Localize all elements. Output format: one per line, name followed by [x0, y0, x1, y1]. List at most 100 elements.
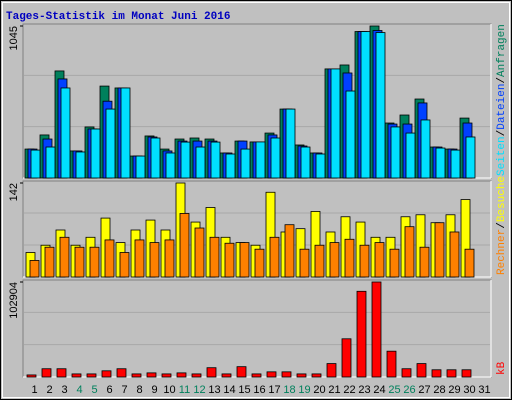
bar: [41, 368, 52, 378]
bar: [255, 141, 266, 179]
bar: [329, 242, 340, 278]
bar: [284, 224, 295, 278]
bar: [450, 149, 461, 179]
x-tick-label: 5: [91, 384, 97, 396]
legend-entry: Dateien: [496, 84, 508, 130]
bar: [446, 369, 457, 378]
bar: [131, 373, 142, 378]
bar: [194, 227, 205, 278]
bar: [374, 242, 385, 278]
x-tick-label: 16: [253, 384, 265, 396]
bar: [135, 155, 146, 179]
bar: [239, 242, 250, 278]
bar: [404, 226, 415, 278]
legend-separator: /: [496, 222, 508, 229]
x-tick-label: 30: [463, 384, 475, 396]
bar: [105, 108, 116, 179]
x-tick-label: 8: [136, 384, 142, 396]
bar: [240, 148, 251, 179]
bar: [86, 373, 97, 378]
bar: [401, 368, 412, 378]
x-tick-label: 29: [448, 384, 460, 396]
bar: [314, 244, 325, 278]
x-tick-label: 12: [193, 384, 205, 396]
bar: [29, 260, 40, 278]
bar: [44, 246, 55, 278]
bar: [161, 373, 172, 378]
bar: [179, 213, 190, 278]
legend: kB: [496, 361, 508, 375]
bar: [101, 370, 112, 378]
bar: [206, 367, 217, 378]
y-tick-label: 142: [8, 183, 20, 201]
x-tick-label: 1: [31, 384, 37, 396]
x-tick-label: 27: [418, 384, 430, 396]
x-tick-label: 6: [106, 384, 112, 396]
bar: [461, 369, 472, 378]
bar: [251, 373, 262, 378]
legend-separator: /: [496, 77, 508, 84]
bar: [281, 371, 292, 378]
bar: [60, 87, 71, 179]
bar: [431, 369, 442, 378]
legend-entry: Rechner: [496, 229, 508, 275]
bar: [435, 147, 446, 179]
x-tick-label: 19: [298, 384, 310, 396]
bar: [210, 141, 221, 179]
bar: [209, 236, 220, 278]
bar: [375, 32, 386, 179]
bar: [296, 373, 307, 378]
bar: [26, 374, 37, 378]
legend-entry: kB: [496, 361, 508, 375]
bar: [89, 246, 100, 278]
bar: [419, 246, 430, 278]
bar: [165, 152, 176, 179]
bar: [164, 239, 175, 278]
bar: [90, 128, 101, 179]
bar: [416, 363, 427, 378]
bar: [386, 350, 397, 378]
legend-entry: Besuche: [496, 176, 508, 222]
x-tick-label: 28: [433, 384, 445, 396]
bar: [30, 149, 41, 179]
bar: [225, 153, 236, 179]
y-tick-label: 102904: [8, 282, 20, 319]
bar: [359, 244, 370, 278]
legend-entry: Seiten: [496, 136, 508, 176]
x-tick-label: 24: [373, 384, 385, 396]
bar: [266, 371, 277, 378]
bar: [191, 373, 202, 378]
bar: [74, 246, 85, 278]
bar: [315, 153, 326, 179]
x-tick-label: 15: [238, 384, 250, 396]
legend-entry: Anfragen: [496, 24, 508, 77]
bar: [149, 242, 160, 278]
x-tick-label: 3: [61, 384, 67, 396]
bar: [371, 281, 382, 378]
x-tick-label: 18: [283, 384, 295, 396]
x-tick-label: 25: [388, 384, 400, 396]
y-tick-label: 1045: [8, 26, 20, 50]
legend: Rechner/Besuche: [496, 176, 508, 275]
bar: [116, 368, 127, 378]
panel: [22, 279, 492, 378]
x-tick-label: 7: [121, 384, 127, 396]
bar: [270, 137, 281, 179]
bar: [221, 373, 232, 378]
bar: [300, 146, 311, 179]
bar: [299, 248, 310, 278]
bar: [134, 239, 145, 278]
bar: [449, 231, 460, 278]
x-tick-label: 22: [343, 384, 355, 396]
bar: [176, 372, 187, 378]
bar: [59, 236, 70, 278]
bar: [420, 119, 431, 179]
bar: [326, 363, 337, 378]
bar: [254, 248, 265, 278]
x-tick-label: 23: [358, 384, 370, 396]
x-tick-label: 14: [223, 384, 235, 396]
bar: [195, 146, 206, 179]
x-tick-label: 20: [313, 384, 325, 396]
bar: [390, 126, 401, 179]
x-tick-label: 9: [151, 384, 157, 396]
